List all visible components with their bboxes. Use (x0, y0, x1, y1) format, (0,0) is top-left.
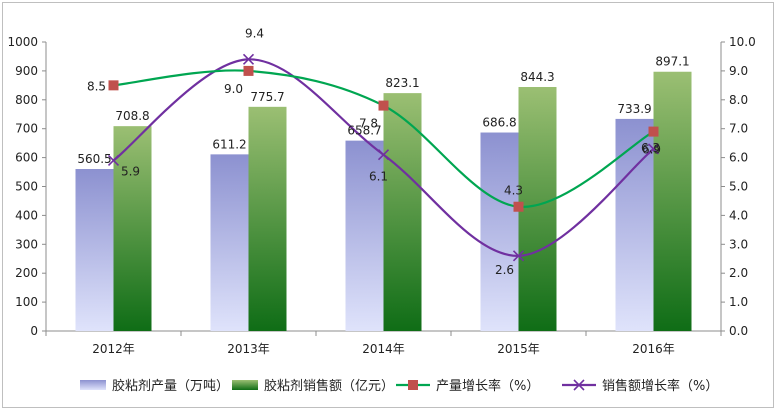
data-label-sales: 775.7 (250, 90, 284, 104)
data-label-sales-growth: 6.1 (369, 170, 388, 184)
bar-production (345, 140, 384, 331)
data-label-production-growth: 7.8 (359, 117, 378, 131)
marker-sales-growth (242, 53, 255, 65)
bar-production (75, 169, 114, 331)
y-left-tick-label: 200 (15, 266, 38, 280)
data-label-sales: 844.3 (520, 70, 554, 84)
y-right-tick-label: 8.0 (729, 93, 748, 107)
y-right-tick-label: 1.0 (729, 295, 748, 309)
bar-sales (248, 106, 287, 332)
y-left-tick-label: 0 (30, 324, 38, 338)
data-label-production-growth: 9.0 (224, 82, 243, 96)
bar-sales (653, 71, 692, 331)
data-label-sales-growth: 5.9 (121, 164, 140, 178)
y-right-tick-label: 3.0 (729, 237, 748, 251)
bar-production (210, 154, 249, 331)
y-right-tick-label: 5.0 (729, 180, 748, 194)
chart-frame (2, 2, 774, 408)
data-label-sales: 823.1 (385, 76, 419, 90)
y-left-tick-label: 800 (15, 93, 38, 107)
y-right-tick-label: 4.0 (729, 208, 748, 222)
y-right-tick-label: 10.0 (729, 35, 756, 49)
marker-sales-growth (377, 149, 390, 161)
marker-production-growth (243, 65, 254, 76)
y-right-tick-label: 6.0 (729, 151, 748, 165)
data-label-production: 733.9 (617, 102, 651, 116)
y-left-tick-label: 600 (15, 151, 38, 165)
legend-swatch-0 (80, 380, 106, 390)
legend-label: 产量增长率（%） (436, 378, 539, 394)
data-label-production: 658.7 (347, 124, 381, 138)
x-tick-label: 2016年 (632, 342, 675, 356)
x-tick-label: 2014年 (362, 342, 405, 356)
y-right-tick-label: 7.0 (729, 122, 748, 136)
y-left-tick-label: 1000 (7, 35, 38, 49)
y-left-tick-label: 400 (15, 208, 38, 222)
y-left-tick-label: 500 (15, 180, 38, 194)
marker-sales-growth (647, 143, 660, 155)
data-label-production: 611.2 (212, 137, 246, 151)
marker-sales-growth (107, 154, 120, 167)
legend-marker-production-growth (408, 380, 418, 390)
x-tick-label: 2015年 (497, 342, 540, 356)
y-right-tick-label: 0.0 (729, 324, 748, 338)
y-left-tick-label: 900 (15, 64, 38, 78)
data-label-sales-growth: 9.4 (245, 26, 264, 40)
legend-marker-sales-growth (573, 379, 585, 391)
legend-label: 胶粘剂产量（万吨） (112, 378, 229, 394)
lines (107, 53, 660, 262)
x-tick-label: 2012年 (92, 342, 135, 356)
marker-production-growth (648, 126, 659, 137)
bar-production (480, 132, 519, 331)
marker-production-growth (513, 201, 524, 212)
bars (75, 71, 692, 332)
y-left-tick-label: 100 (15, 295, 38, 309)
y-left-tick-label: 700 (15, 122, 38, 136)
marker-sales-growth (512, 250, 525, 262)
data-label-sales-growth: 2.6 (495, 263, 514, 277)
y-right-tick-label: 2.0 (729, 266, 748, 280)
data-label-production-growth: 8.5 (87, 79, 106, 93)
data-label-sales-growth: 6.3 (641, 141, 660, 155)
y-right-tick-label: 9.0 (729, 64, 748, 78)
marker-production-growth (108, 80, 119, 91)
legend: 胶粘剂产量（万吨） 胶粘剂销售额（亿元） 产量增长率（%） 销售额增长率（%） (80, 378, 718, 394)
legend-swatch-1 (232, 380, 258, 390)
legend-label: 胶粘剂销售额（亿元） (264, 378, 394, 394)
bar-sales (383, 93, 422, 331)
axes: 0 100 200 300 400 500 600 700 800 900 1000 0.0 1.0 2.… (7, 35, 755, 356)
data-labels: 560.5 611.2 658.7 686.8 733.9 708.8 775.7 823.1… (77, 26, 689, 277)
y-left-tick-label: 300 (15, 237, 38, 251)
x-tick-label: 2013年 (227, 342, 270, 356)
data-label-production-growth: 4.3 (504, 184, 523, 198)
bar-sales (518, 86, 557, 331)
bar-sales (113, 126, 152, 331)
data-label-production: 686.8 (482, 116, 516, 130)
data-label-production: 560.5 (77, 152, 111, 166)
data-label-sales: 897.1 (655, 55, 689, 69)
legend-label: 销售额增长率（%） (602, 378, 718, 394)
data-label-production-growth: 6.9 (642, 143, 661, 157)
data-label-sales: 708.8 (115, 109, 149, 123)
marker-production-growth (378, 100, 389, 111)
